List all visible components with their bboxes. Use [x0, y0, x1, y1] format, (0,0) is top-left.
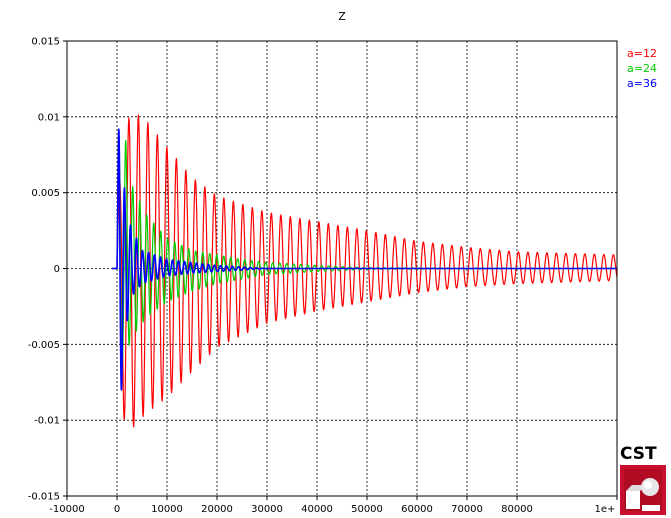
x-tick-label: 20000 — [201, 504, 233, 515]
cst-logo: CST — [618, 444, 670, 516]
x-tick-label: 60000 — [401, 504, 433, 515]
y-tick-label: 0.01 — [38, 112, 60, 123]
x-tick-label: 30000 — [251, 504, 283, 515]
x-tick-label: 50000 — [351, 504, 383, 515]
legend-entry: a=12 — [627, 47, 657, 60]
x-tick-label: 10000 — [151, 504, 183, 515]
legend: a=12 a=24 a=36 — [627, 47, 657, 90]
y-tick-label: 0 — [54, 264, 60, 275]
chart-title: Z — [338, 10, 346, 23]
x-tick-label: 80000 — [501, 504, 533, 515]
series-layer — [112, 114, 617, 428]
cst-logo-icon — [620, 465, 666, 515]
y-tick-label: 0.005 — [31, 188, 60, 199]
y-tick-label: -0.015 — [28, 492, 60, 503]
y-tick-label: -0.005 — [28, 340, 60, 351]
series-line — [112, 114, 617, 428]
y-tick-label: -0.01 — [34, 416, 60, 427]
x-tick-label: -10000 — [49, 504, 84, 515]
x-tick-label: 70000 — [451, 504, 483, 515]
y-axis: -0.015 -0.01 -0.005 0 0.005 0.01 0.015 — [28, 37, 67, 503]
series-line — [112, 128, 617, 391]
legend-entry: a=36 — [627, 77, 657, 90]
x-axis: -10000 0 10000 20000 30000 40000 50000 60000 700… — [49, 496, 618, 515]
y-tick-label: 0.015 — [31, 37, 60, 48]
cst-logo-text: CST — [620, 444, 657, 464]
legend-entry: a=24 — [627, 62, 657, 75]
x-tick-label: 1e+ — [595, 504, 616, 515]
x-tick-label: 0 — [114, 504, 120, 515]
x-tick-label: 40000 — [301, 504, 333, 515]
